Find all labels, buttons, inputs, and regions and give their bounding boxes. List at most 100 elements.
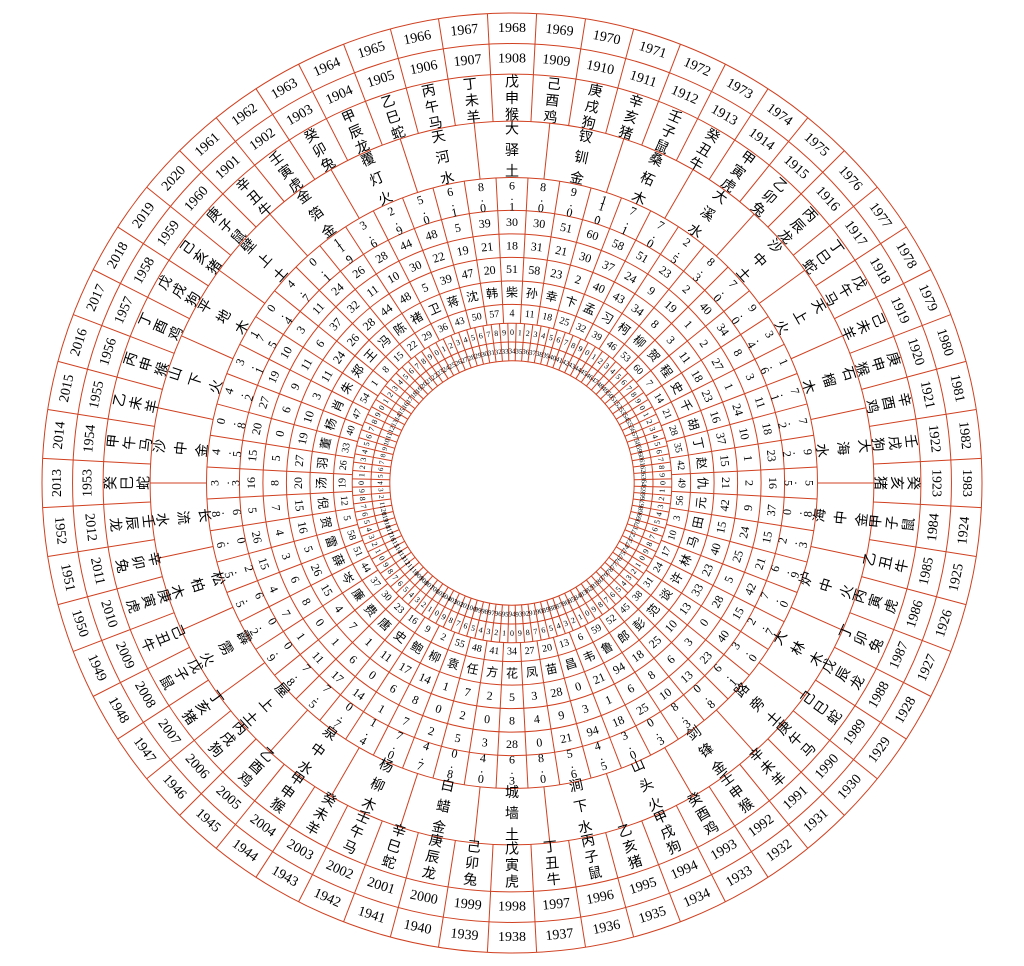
ring-c-cell: 21 bbox=[719, 477, 733, 489]
svg-text:猪: 猪 bbox=[616, 124, 634, 144]
svg-text:2014: 2014 bbox=[51, 421, 69, 450]
ring-c-cell: 15 bbox=[292, 499, 307, 512]
svg-text:1923: 1923 bbox=[929, 469, 944, 497]
radial-divider bbox=[310, 492, 333, 493]
surname-cell: 胡 bbox=[685, 416, 702, 432]
ganzhi-cell: 猪亥乙 bbox=[616, 822, 644, 873]
ring-c-cell: 94 bbox=[610, 659, 627, 677]
ring-f-cell: 5.6 bbox=[233, 590, 267, 610]
surname-cell: 田 bbox=[690, 515, 706, 530]
svg-text:溪: 溪 bbox=[697, 204, 718, 225]
ring-c-cell: 26 bbox=[344, 331, 362, 349]
svg-text:钏: 钏 bbox=[573, 149, 590, 168]
radial-divider bbox=[724, 655, 750, 676]
surname-cell: 林 bbox=[677, 552, 695, 569]
surname-cell: 柴 bbox=[506, 286, 518, 300]
ring-c-cell: 17 bbox=[396, 659, 413, 677]
ring-f-cell: 7.2 bbox=[744, 615, 777, 638]
radial-divider bbox=[564, 678, 570, 701]
radial-divider bbox=[249, 412, 272, 418]
radial-divider bbox=[660, 712, 678, 740]
ring-e-cell: 2 bbox=[680, 282, 694, 296]
radial-divider bbox=[181, 336, 233, 359]
surname-cell: 方 bbox=[485, 664, 499, 680]
ganzhi-cell: 壬寅虎 bbox=[266, 148, 306, 196]
ring-e-cell: 16 bbox=[766, 477, 780, 489]
radial-divider bbox=[423, 694, 431, 716]
svg-text:林: 林 bbox=[788, 639, 809, 659]
ring-c-cell: 13 bbox=[676, 600, 694, 618]
radial-divider bbox=[520, 643, 521, 662]
nayin-cell: 木柳杨 bbox=[359, 756, 396, 815]
radial-divider bbox=[784, 467, 817, 469]
radial-divider bbox=[219, 270, 265, 303]
radial-divider bbox=[303, 606, 323, 619]
ring-a-cell: 6 bbox=[540, 625, 546, 635]
radial-divider bbox=[553, 310, 558, 328]
svg-text:寅: 寅 bbox=[505, 857, 519, 874]
surname-cell: 陈 bbox=[391, 319, 410, 338]
svg-text:1943: 1943 bbox=[269, 863, 301, 890]
ring-f-cell: 2.9 bbox=[385, 204, 405, 238]
radial-divider bbox=[498, 732, 499, 755]
ring-a-cell: 0 bbox=[510, 328, 514, 337]
radial-divider bbox=[753, 412, 776, 418]
ganzhi-cell: 虎寅丙 bbox=[852, 587, 902, 615]
ring-b-cell: 14 bbox=[651, 391, 666, 405]
ring-c-cell: 0 bbox=[573, 679, 583, 694]
ring-d-cell: 6 bbox=[387, 681, 399, 696]
ring-f-cell: 1.6 bbox=[710, 661, 740, 689]
radial-divider bbox=[353, 470, 372, 471]
ring-a-cell: 9 bbox=[518, 629, 522, 638]
radial-divider bbox=[745, 385, 767, 393]
svg-text:亥: 亥 bbox=[622, 108, 640, 128]
ring-a-cell: 6 bbox=[396, 579, 405, 588]
ring-d-cell: 9 bbox=[288, 381, 303, 392]
radial-divider bbox=[723, 394, 745, 402]
ring-a-cell: 5 bbox=[614, 585, 623, 594]
ring-b-cell: 40 bbox=[344, 424, 358, 437]
ring-f-cell: 6.5 bbox=[565, 746, 578, 781]
ganzhi-cell: 庚申猴 bbox=[852, 350, 903, 378]
surname-cell: 廉 bbox=[349, 585, 368, 604]
ganzhi-cell: 辛丑牛 bbox=[234, 175, 277, 221]
ring-f-cell: 3.6 bbox=[509, 753, 515, 788]
ring-f-cell: 8.0 bbox=[780, 508, 815, 518]
radial-divider bbox=[712, 515, 735, 519]
svg-text:1952: 1952 bbox=[51, 516, 69, 545]
radial-divider bbox=[376, 672, 389, 692]
svg-text:中: 中 bbox=[817, 576, 837, 594]
ring-circle bbox=[371, 342, 653, 624]
radial-divider bbox=[547, 237, 551, 260]
ring-e-cell: 27 bbox=[255, 395, 272, 411]
svg-text:1973: 1973 bbox=[723, 76, 755, 103]
radial-divider bbox=[339, 437, 357, 442]
svg-text:0: 0 bbox=[728, 314, 743, 327]
ring-b-cell: 9 bbox=[422, 624, 432, 636]
ring-f-cell: 3.8 bbox=[668, 699, 693, 731]
ring-a-cell: 0 bbox=[357, 481, 366, 485]
svg-text:癸: 癸 bbox=[104, 476, 120, 490]
svg-text:9: 9 bbox=[343, 252, 356, 267]
idx-cell: 8 bbox=[379, 453, 388, 459]
radial-divider bbox=[758, 440, 781, 444]
ring-a-cell: 1 bbox=[518, 328, 522, 337]
svg-text:5: 5 bbox=[782, 480, 796, 486]
radial-divider bbox=[666, 524, 684, 529]
ring-b-cell: 53 bbox=[618, 350, 633, 365]
radial-divider bbox=[448, 79, 455, 125]
radial-divider bbox=[755, 607, 784, 622]
radial-divider bbox=[724, 291, 750, 312]
nayin-cell: 火雳霹 bbox=[196, 628, 253, 669]
nayin-cell: 火头山 bbox=[628, 756, 665, 815]
radial-divider bbox=[654, 658, 669, 676]
svg-text:蜡: 蜡 bbox=[435, 798, 452, 817]
ring-f-cell: 5.5 bbox=[782, 480, 817, 486]
ring-d-cell: 9 bbox=[741, 504, 756, 511]
ring-c-cell: 5 bbox=[509, 690, 515, 704]
ganzhi-cell: 兔卯丁 bbox=[837, 623, 887, 655]
ganzhi-cell: 丙午马 bbox=[420, 83, 444, 133]
svg-text:沙: 沙 bbox=[153, 438, 169, 453]
radial-divider bbox=[735, 518, 758, 522]
radial-divider bbox=[555, 181, 560, 213]
